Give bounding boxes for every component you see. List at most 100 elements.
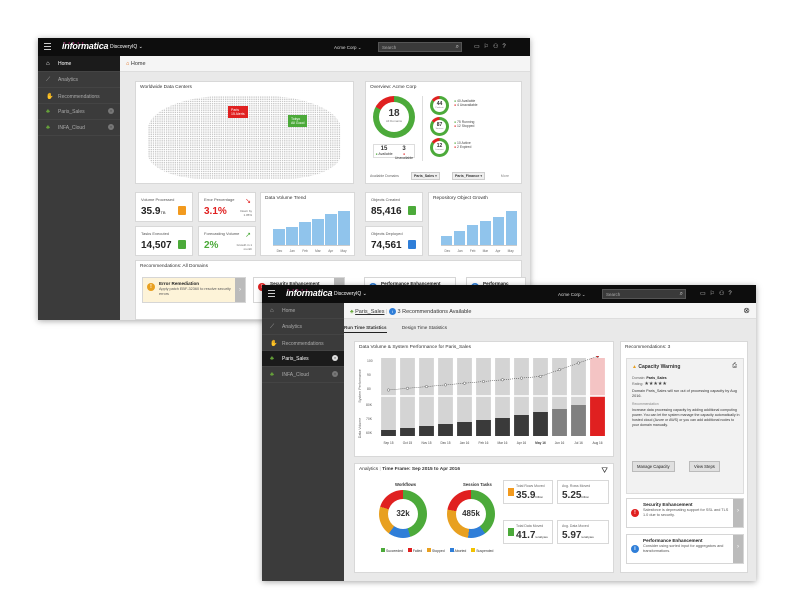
menu-icon[interactable] [44,43,51,52]
volume-bar[interactable] [457,422,472,436]
rec-error-remediation[interactable]: ! Error Remediation Apply patch EBF-3236… [142,277,246,303]
sidebar-item-recommendations[interactable]: ✋ Recommendations [38,88,120,104]
volume-bar[interactable] [571,405,586,436]
ring-products[interactable]: 44 Products [430,96,449,115]
forecast-kpi-card[interactable]: Forecasting Volume 2% ↗ Growth in 1 mont… [198,226,256,256]
bar[interactable] [441,235,453,245]
ring-licenses[interactable]: 12 Licenses [430,138,449,157]
performance-point[interactable] [596,356,599,358]
error-kpi-card[interactable]: Error Percentage 3.1% ↘ Down by 1.05% [198,192,256,222]
domain-chip-paris-finance[interactable]: Paris_Finance ▾ [452,172,486,180]
bar[interactable] [492,216,505,245]
close-icon[interactable]: × [332,355,338,361]
performance-point[interactable] [425,385,428,388]
sidebar-item-paris-sales[interactable]: ♣ Paris_Sales × [262,351,344,367]
volume-bar[interactable] [476,420,491,436]
workflows-donut[interactable]: 32k [379,490,427,538]
bar[interactable] [286,226,298,245]
avg-data-card[interactable]: Avg. Data Moved 5.97terabytes [557,520,609,544]
filter-icon[interactable]: ⛛ [601,466,608,475]
tab-run-time[interactable]: Run Time Statistics [344,325,387,333]
product-switcher[interactable]: DiscoveryIQ ⌄ [334,291,367,297]
bar[interactable] [312,219,324,245]
tab-design-time[interactable]: Design Time Statistics [401,325,448,330]
performance-point[interactable] [558,368,561,372]
tasks-kpi-card[interactable]: Tasks Executed 14,507 [135,226,193,256]
map-pin-tokyo[interactable]: Tokyo All Good [288,115,308,127]
volume-bar[interactable] [400,428,415,436]
ring-services[interactable]: 87 Services [430,117,449,136]
menu-icon[interactable] [268,290,275,299]
bookmark-icon[interactable]: ⎙ [732,363,737,369]
volume-bar[interactable] [381,430,396,436]
close-icon[interactable]: ⊗ [743,306,750,315]
performance-point[interactable] [387,388,390,392]
search-input[interactable]: Search ⌕ [602,289,686,299]
sidebar-item-infa-cloud[interactable]: ♣ INFA_Cloud × [38,120,120,136]
product-switcher[interactable]: DiscoveryIQ ⌄ [110,44,143,50]
volume-bar[interactable] [533,412,548,436]
performance-point[interactable] [539,374,542,378]
sidebar-item-home[interactable]: ⌂ Home [262,303,344,319]
sidebar-item-infa-cloud[interactable]: ♣ INFA_Cloud × [262,367,344,383]
recommendations-count[interactable]: 3 Recommendations Available [397,309,472,315]
search-icon[interactable]: ⌕ [679,291,683,297]
total-data-card[interactable]: Total Data Moved 41.7terabytes [503,520,553,544]
sessions-donut[interactable]: 485k [447,490,495,538]
bar[interactable] [299,221,311,245]
breadcrumb-domain[interactable]: Paris_Sales [355,309,385,315]
sidebar-item-paris-sales[interactable]: ♣ Paris_Sales × [38,104,120,120]
month-label: Dec [276,249,283,253]
close-icon[interactable]: × [108,108,114,114]
sidebar-item-analytics[interactable]: ⟋ Analytics [262,319,344,335]
search-input[interactable]: Search ⌕ [378,42,462,52]
performance-point[interactable] [463,381,466,385]
org-switcher[interactable]: Acme Corp ⌄ [334,45,362,50]
performance-point[interactable] [482,380,485,383]
bar[interactable] [273,228,285,245]
performance-point[interactable] [444,383,447,387]
volume-bar[interactable] [419,426,434,436]
view-steps-button[interactable]: View Steps [689,461,720,472]
bar[interactable] [466,225,479,245]
bar[interactable] [505,210,518,245]
manage-capacity-button[interactable]: Manage Capacity [632,461,675,472]
volume-bar[interactable] [438,424,453,436]
chevron-right-icon[interactable]: › [733,535,743,563]
toolbar-icons[interactable]: ▭⚐⚇? [700,291,736,297]
volume-bar[interactable] [495,418,510,436]
more-link[interactable]: More [500,174,509,178]
objects-deployed-card[interactable]: Objects Deployed 74,561 [365,226,423,256]
total-rows-card[interactable]: Total Rows Moved 35.9billion [503,480,553,504]
search-icon[interactable]: ⌕ [455,44,459,50]
volume-bar[interactable] [590,396,605,436]
map-pin-paris[interactable]: Paris 15 Alerts [228,106,248,118]
org-switcher[interactable]: Acme Corp ⌄ [558,292,586,297]
performance-point[interactable] [406,386,409,390]
home-icon[interactable]: ⌂ [126,61,130,67]
objects-created-card[interactable]: Objects Created 85,416 [365,192,423,222]
performance-point[interactable] [577,361,580,365]
rec-security[interactable]: ! Security Enhancement Salesforce is dep… [626,498,744,528]
toolbar-icons[interactable]: ▭⚐⚇? [474,44,510,50]
domains-ring[interactable]: 18 All Domains [373,96,415,138]
bar[interactable] [325,214,337,245]
chevron-right-icon[interactable]: › [235,278,245,302]
volume-bar[interactable] [514,415,529,436]
bar[interactable] [479,221,492,245]
volume-bar[interactable] [552,409,567,436]
sidebar-item-recommendations[interactable]: ✋ Recommendations [262,335,344,351]
domain-chip-paris-sales[interactable]: Paris_Sales ▾ [411,172,440,180]
close-icon[interactable]: × [332,371,338,377]
rec-performance[interactable]: i Performance Enhancement Consider using… [626,534,744,564]
performance-point[interactable] [501,378,504,382]
avg-rows-card[interactable]: Avg. Rows Moved 5.25billion [557,480,609,504]
sidebar-item-home[interactable]: ⌂ Home [38,56,120,72]
chevron-right-icon[interactable]: › [733,499,743,527]
sidebar-item-analytics[interactable]: ⟋ Analytics [38,72,120,88]
bar[interactable] [453,230,466,245]
performance-point[interactable] [520,376,523,380]
close-icon[interactable]: × [108,124,114,130]
volume-kpi-card[interactable]: Volume Processed 35.9TB [135,192,193,222]
bar[interactable] [338,210,350,245]
